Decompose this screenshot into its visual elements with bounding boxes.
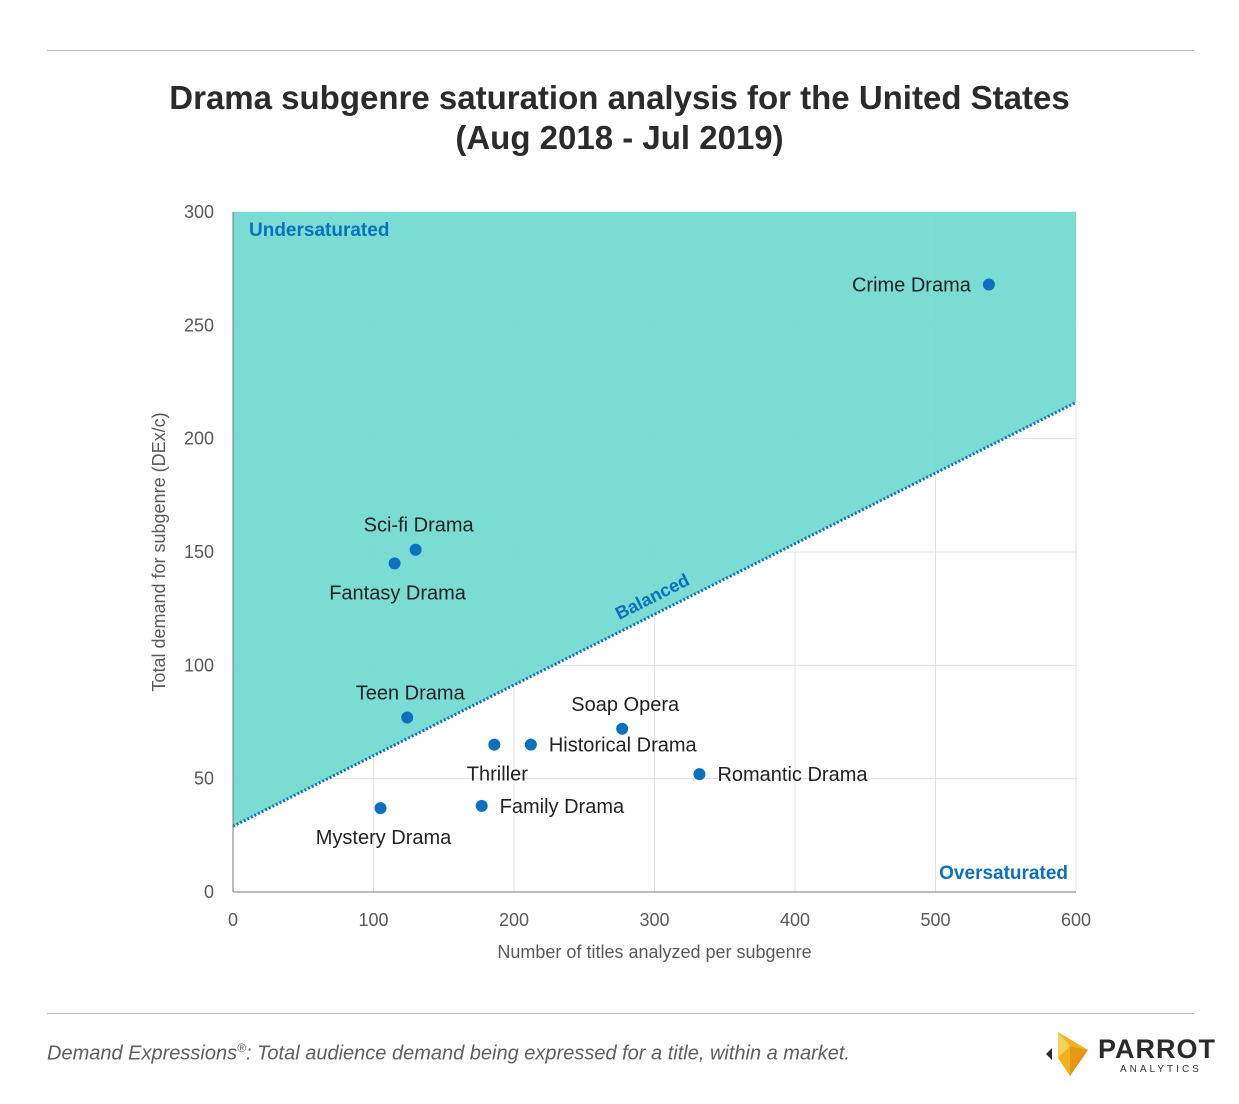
footnote: Demand Expressions®: Total audience dema… (47, 1041, 850, 1066)
y-tick-label: 0 (204, 882, 214, 902)
y-tick-label: 50 (194, 769, 214, 789)
x-tick-label: 200 (499, 910, 529, 930)
x-tick-label: 500 (920, 910, 950, 930)
oversaturated-label: Oversaturated (939, 863, 1068, 884)
registered-mark: ® (237, 1041, 246, 1055)
data-point (374, 802, 387, 815)
y-tick-labels: 0 50 100 150 200 250 300 (184, 202, 214, 902)
data-point (488, 738, 501, 751)
data-point-label: Mystery Drama (316, 827, 452, 849)
bottom-divider (47, 1013, 1194, 1014)
balanced-line (232, 401, 1077, 828)
x-tick-label: 400 (780, 910, 810, 930)
data-point-label: Historical Drama (549, 735, 698, 757)
data-point (409, 543, 422, 556)
x-tick-labels: 0 100 200 300 400 500 600 (228, 910, 1091, 930)
data-point-label: Soap Opera (571, 694, 680, 716)
top-divider (47, 50, 1194, 51)
data-points: Crime Drama Sci-fi Drama Fantasy Drama Teen… (316, 275, 995, 849)
data-point-label: Crime Drama (852, 275, 972, 297)
x-axis-label: Number of titles analyzed per subgenre (497, 942, 811, 962)
logo-subtext: ANALYTICS (1120, 1064, 1202, 1075)
parrot-logo-icon (1046, 1032, 1088, 1076)
data-point (616, 722, 629, 735)
y-tick-label: 100 (184, 655, 214, 675)
y-axis-label: Total demand for subgenre (DEx/c) (149, 412, 169, 691)
data-point-label: Sci-fi Drama (364, 515, 475, 537)
data-point-label: Teen Drama (356, 682, 466, 704)
y-tick-label: 150 (184, 542, 214, 562)
x-tick-label: 300 (639, 910, 669, 930)
x-tick-label: 600 (1061, 910, 1091, 930)
scatter-chart: Balanced 0 100 200 300 400 500 600 05010015020… (149, 202, 1091, 962)
footnote-text: : Total audience demand being expressed … (245, 1042, 850, 1065)
chart-title: Drama subgenre saturation analysis for t… (0, 78, 1239, 158)
data-point (388, 557, 401, 570)
data-point-label: Romantic Drama (717, 764, 868, 786)
data-point-label: Family Drama (500, 796, 625, 818)
data-point (401, 711, 414, 724)
y-tick-label: 250 (184, 315, 214, 335)
x-tick-label: 0 (228, 910, 238, 930)
data-point (693, 768, 706, 781)
data-point-label: Fantasy Drama (329, 582, 467, 604)
data-point (982, 278, 995, 291)
undersaturated-region (233, 212, 1076, 827)
undersaturated-label: Undersaturated (249, 220, 389, 241)
y-tick-label: 300 (184, 202, 214, 222)
footnote-term: Demand Expressions (47, 1042, 238, 1065)
x-tick-label: 100 (358, 910, 388, 930)
logo-wordmark: PARROT (1098, 1034, 1216, 1064)
data-point-label: Thriller (467, 764, 528, 786)
data-point (524, 738, 537, 751)
y-tick-label: 200 (184, 429, 214, 449)
chart-title-line2: (Aug 2018 - Jul 2019) (455, 119, 784, 156)
data-point (475, 799, 488, 812)
chart-title-line1: Drama subgenre saturation analysis for t… (169, 79, 1070, 116)
parrot-analytics-logo: PARROT ANALYTICS (1040, 1028, 1215, 1080)
